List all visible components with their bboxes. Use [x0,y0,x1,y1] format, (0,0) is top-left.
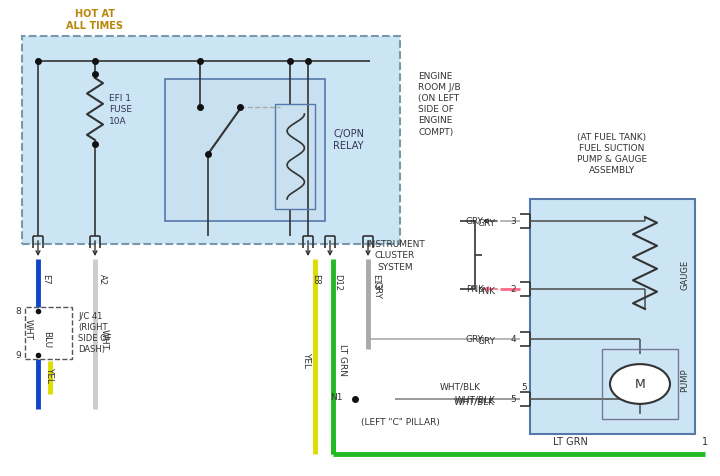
Bar [25,307,72,359]
Text: 2: 2 [510,285,516,294]
Text: PNK: PNK [466,285,484,294]
Text: YEL: YEL [45,366,55,382]
Text: GRY: GRY [477,337,495,346]
Text: C/OPN
RELAY: C/OPN RELAY [333,129,364,151]
Bar [602,349,678,419]
Text: (LEFT "C" PILLAR): (LEFT "C" PILLAR) [361,417,439,426]
Text: WHT: WHT [99,329,109,350]
Text: LT GRN: LT GRN [552,436,588,446]
Text: J/C 41
(RIGHT
SIDE OF
DASH): J/C 41 (RIGHT SIDE OF DASH) [78,311,112,353]
Text: 5: 5 [521,382,527,391]
Text: 3: 3 [510,217,516,226]
Text: 1: 1 [702,436,708,446]
Text: GRY: GRY [477,219,495,228]
Text: GRY: GRY [466,217,484,226]
Bar [22,37,400,245]
Text: GRY: GRY [466,335,484,344]
Text: INSTRUMENT
CLUSTER
SYSTEM: INSTRUMENT CLUSTER SYSTEM [366,239,424,272]
Text: A2: A2 [98,273,107,284]
Text: M: M [634,378,645,391]
Text: WHT/BLK: WHT/BLK [454,397,495,406]
Text: PNK: PNK [477,287,495,296]
Bar [165,80,325,221]
Text: E8: E8 [311,273,320,284]
Bar [530,199,695,434]
Text: E7: E7 [41,273,50,284]
Circle shape [610,364,670,404]
Text: 4: 4 [510,335,516,344]
Text: WHT/BLK: WHT/BLK [439,382,480,391]
Text: 9: 9 [15,351,21,360]
Text: GRY: GRY [372,280,382,298]
Text: PUMP: PUMP [680,367,690,391]
Text: 8: 8 [15,307,21,316]
Text: LT GRN: LT GRN [338,343,346,375]
Text: EFI 1
FUSE
10A: EFI 1 FUSE 10A [109,94,132,125]
Text: 5: 5 [510,395,516,404]
Text: YEL: YEL [302,351,312,367]
Text: E13: E13 [371,273,380,289]
Text: HOT AT
ALL TIMES: HOT AT ALL TIMES [66,9,124,31]
Text: D12: D12 [333,273,342,290]
Text: ENGINE
ROOM J/B
(ON LEFT
SIDE OF
ENGINE
COMPT): ENGINE ROOM J/B (ON LEFT SIDE OF ENGINE … [418,72,461,136]
Text: (AT FUEL TANK)
FUEL SUCTION
PUMP & GAUGE
ASSEMBLY: (AT FUEL TANK) FUEL SUCTION PUMP & GAUGE… [577,132,647,175]
Text: GAUGE: GAUGE [680,259,690,289]
Bar [275,105,315,209]
Text: BLU: BLU [42,331,52,348]
Text: N1: N1 [330,393,343,402]
Text: WHT/BLK: WHT/BLK [454,395,495,404]
Text: WHT: WHT [24,319,32,340]
